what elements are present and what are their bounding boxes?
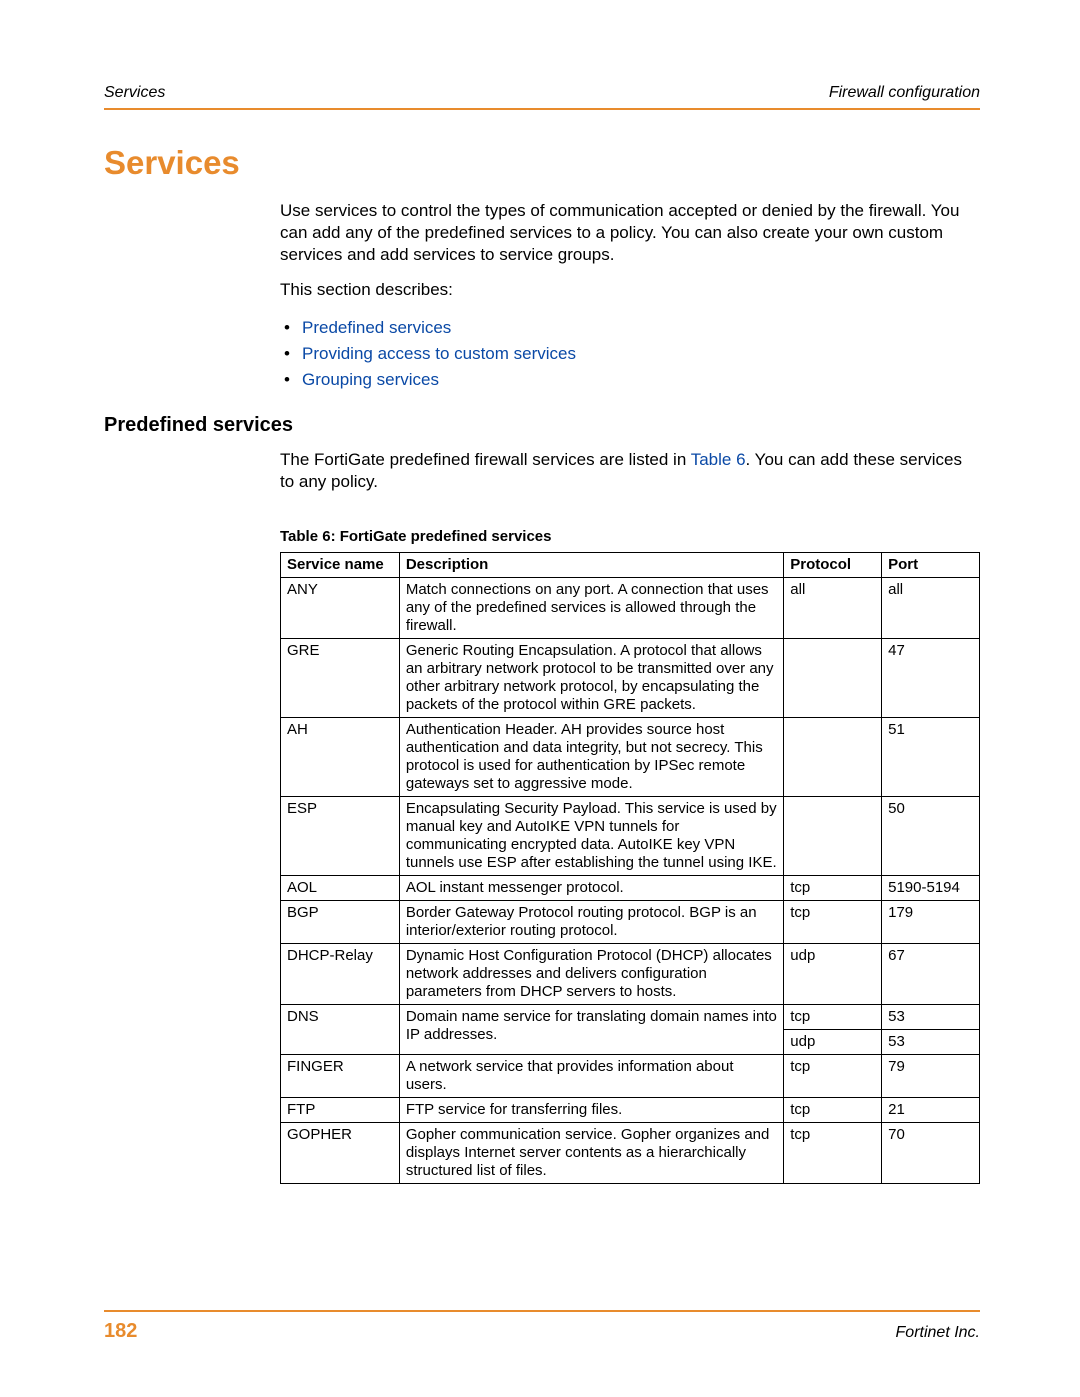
section-toc: Predefined services Providing access to …	[280, 315, 980, 392]
cell-name: GOPHER	[281, 1122, 400, 1183]
table-row: FTPFTP service for transferring files.tc…	[281, 1097, 980, 1122]
table-row: GOPHERGopher communication service. Goph…	[281, 1122, 980, 1183]
toc-link-predefined[interactable]: Predefined services	[302, 318, 451, 337]
cell-proto: tcp	[784, 1122, 882, 1183]
intro-paragraph: Use services to control the types of com…	[280, 200, 980, 265]
cell-proto: tcp	[784, 1097, 882, 1122]
cell-desc: Dynamic Host Configuration Protocol (DHC…	[399, 943, 783, 1004]
cell-proto: tcp	[784, 1004, 882, 1029]
section-heading-predefined: Predefined services	[104, 414, 980, 437]
cell-port: 47	[882, 638, 980, 717]
table-body: ANYMatch connections on any port. A conn…	[281, 577, 980, 1183]
page-title: Services	[104, 144, 980, 182]
cell-desc: Domain name service for translating doma…	[399, 1004, 783, 1054]
table-row: AOLAOL instant messenger protocol.tcp519…	[281, 875, 980, 900]
cell-port: 53	[882, 1004, 980, 1029]
cell-port: 50	[882, 796, 980, 875]
cell-proto	[784, 796, 882, 875]
cell-name: DNS	[281, 1004, 400, 1054]
table-ref-link[interactable]: Table 6	[691, 450, 746, 469]
cell-name: FTP	[281, 1097, 400, 1122]
cell-proto	[784, 717, 882, 796]
cell-desc: Generic Routing Encapsulation. A protoco…	[399, 638, 783, 717]
cell-name: AH	[281, 717, 400, 796]
table-row: AHAuthentication Header. AH provides sou…	[281, 717, 980, 796]
page-number: 182	[104, 1320, 137, 1343]
toc-item: Providing access to custom services	[302, 341, 980, 367]
cell-proto: tcp	[784, 1054, 882, 1097]
cell-port: all	[882, 577, 980, 638]
page-footer: 182 Fortinet Inc.	[104, 1310, 980, 1343]
cell-name: ANY	[281, 577, 400, 638]
cell-proto	[784, 638, 882, 717]
cell-port: 79	[882, 1054, 980, 1097]
table-row: FINGERA network service that provides in…	[281, 1054, 980, 1097]
cell-name: DHCP-Relay	[281, 943, 400, 1004]
text: The FortiGate predefined firewall servic…	[280, 450, 691, 469]
table-row: DNSDomain name service for translating d…	[281, 1004, 980, 1029]
cell-desc: Encapsulating Security Payload. This ser…	[399, 796, 783, 875]
col-protocol: Protocol	[784, 552, 882, 577]
cell-name: GRE	[281, 638, 400, 717]
table-row: BGPBorder Gateway Protocol routing proto…	[281, 900, 980, 943]
cell-port: 70	[882, 1122, 980, 1183]
cell-desc: Border Gateway Protocol routing protocol…	[399, 900, 783, 943]
cell-port: 53	[882, 1029, 980, 1054]
cell-port: 21	[882, 1097, 980, 1122]
table-row: DHCP-RelayDynamic Host Configuration Pro…	[281, 943, 980, 1004]
table-row: ANYMatch connections on any port. A conn…	[281, 577, 980, 638]
table-header-row: Service name Description Protocol Port	[281, 552, 980, 577]
header-rule	[104, 108, 980, 110]
cell-proto: udp	[784, 943, 882, 1004]
cell-name: ESP	[281, 796, 400, 875]
cell-desc: FTP service for transferring files.	[399, 1097, 783, 1122]
cell-desc: Authentication Header. AH provides sourc…	[399, 717, 783, 796]
describes-line: This section describes:	[280, 279, 980, 301]
toc-item: Grouping services	[302, 367, 980, 393]
cell-proto: tcp	[784, 900, 882, 943]
header-left: Services	[104, 84, 165, 102]
cell-desc: Match connections on any port. A connect…	[399, 577, 783, 638]
toc-item: Predefined services	[302, 315, 980, 341]
cell-proto: tcp	[784, 875, 882, 900]
col-description: Description	[399, 552, 783, 577]
cell-proto: all	[784, 577, 882, 638]
cell-name: BGP	[281, 900, 400, 943]
toc-link-grouping[interactable]: Grouping services	[302, 370, 439, 389]
predefined-services-table: Service name Description Protocol Port A…	[280, 552, 980, 1184]
cell-desc: AOL instant messenger protocol.	[399, 875, 783, 900]
footer-rule	[104, 1310, 980, 1312]
predefined-paragraph: The FortiGate predefined firewall servic…	[280, 449, 980, 493]
toc-link-custom[interactable]: Providing access to custom services	[302, 344, 576, 363]
cell-port: 67	[882, 943, 980, 1004]
header-right: Firewall configuration	[829, 84, 980, 102]
col-port: Port	[882, 552, 980, 577]
col-service-name: Service name	[281, 552, 400, 577]
table-caption: Table 6: FortiGate predefined services	[280, 527, 980, 546]
table-row: ESPEncapsulating Security Payload. This …	[281, 796, 980, 875]
cell-desc: Gopher communication service. Gopher org…	[399, 1122, 783, 1183]
cell-proto: udp	[784, 1029, 882, 1054]
footer-company: Fortinet Inc.	[896, 1324, 980, 1342]
running-header: Services Firewall configuration	[104, 84, 980, 102]
cell-port: 179	[882, 900, 980, 943]
cell-port: 5190-5194	[882, 875, 980, 900]
cell-desc: A network service that provides informat…	[399, 1054, 783, 1097]
cell-port: 51	[882, 717, 980, 796]
cell-name: AOL	[281, 875, 400, 900]
table-row: GREGeneric Routing Encapsulation. A prot…	[281, 638, 980, 717]
cell-name: FINGER	[281, 1054, 400, 1097]
